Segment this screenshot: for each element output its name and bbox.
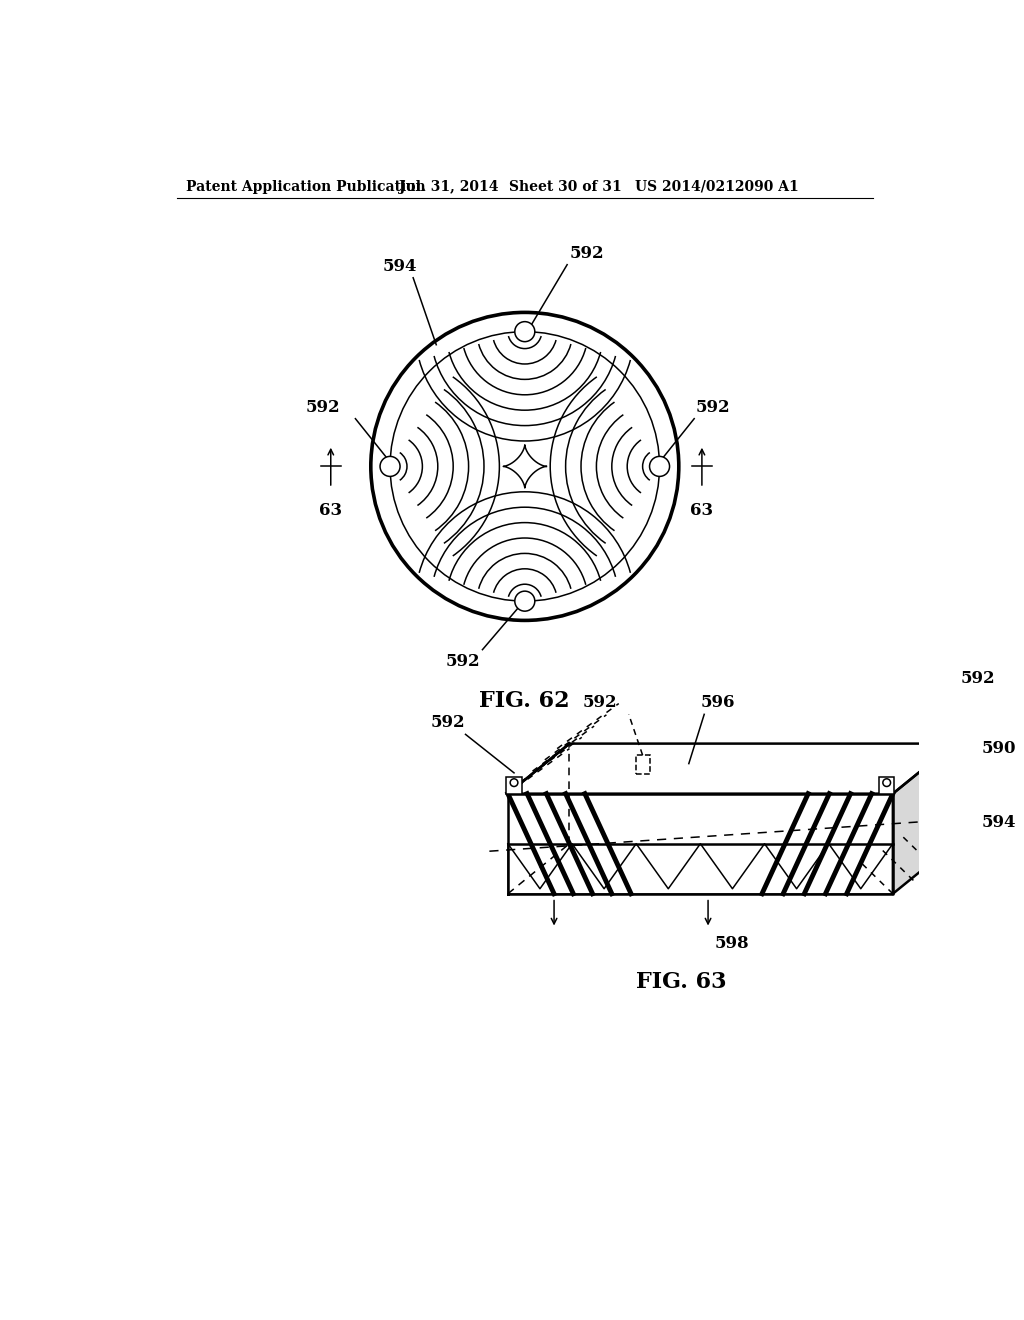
Text: Patent Application Publication: Patent Application Publication: [186, 180, 426, 194]
Circle shape: [944, 729, 952, 737]
Circle shape: [510, 779, 518, 787]
Text: Sheet 30 of 31: Sheet 30 of 31: [509, 180, 623, 194]
Circle shape: [390, 331, 659, 601]
Text: 592: 592: [305, 400, 340, 416]
Text: 596: 596: [700, 694, 735, 711]
Polygon shape: [508, 743, 954, 793]
Bar: [506, 776, 521, 793]
Text: 592: 592: [961, 669, 995, 686]
Text: 63: 63: [319, 502, 342, 519]
Text: FIG. 62: FIG. 62: [479, 689, 570, 711]
Text: 592: 592: [569, 246, 604, 263]
Bar: [941, 726, 956, 743]
Polygon shape: [508, 793, 893, 894]
Text: 590: 590: [981, 741, 1016, 758]
Circle shape: [515, 322, 535, 342]
Text: 63: 63: [690, 502, 714, 519]
Circle shape: [883, 779, 891, 787]
Text: 592: 592: [445, 653, 480, 669]
Text: US 2014/0212090 A1: US 2014/0212090 A1: [635, 180, 799, 194]
Bar: [636, 755, 649, 774]
Text: 594: 594: [981, 813, 1016, 830]
Text: 592: 592: [431, 714, 466, 730]
Circle shape: [649, 457, 670, 477]
Polygon shape: [503, 445, 547, 488]
Text: 598: 598: [714, 935, 749, 952]
Circle shape: [515, 591, 535, 611]
Circle shape: [380, 457, 400, 477]
Text: FIG. 63: FIG. 63: [636, 970, 726, 993]
Polygon shape: [893, 743, 954, 894]
Text: 592: 592: [583, 694, 617, 711]
Text: 594: 594: [382, 259, 417, 276]
Text: Jul. 31, 2014: Jul. 31, 2014: [398, 180, 498, 194]
Text: 592: 592: [695, 400, 730, 416]
Bar: [879, 776, 894, 793]
